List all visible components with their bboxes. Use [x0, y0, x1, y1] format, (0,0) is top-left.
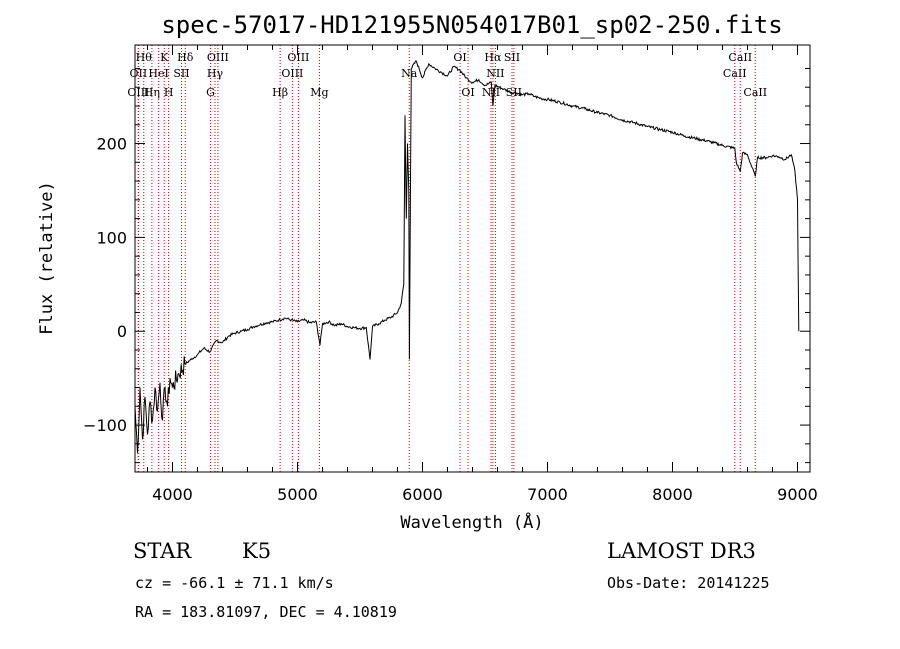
line-marker-label: Hθ: [136, 51, 153, 64]
line-marker-label: NII: [486, 67, 504, 80]
line-marker-label: OIII: [207, 51, 229, 64]
line-marker-label: Hη: [144, 86, 160, 99]
line-marker-label: OIII: [127, 86, 149, 99]
line-marker-label: Mg: [310, 86, 328, 99]
plot-frame: [134, 44, 811, 473]
line-marker-label: H: [164, 86, 174, 99]
line-marker-label: OI: [453, 51, 466, 64]
x-tick-label: 4000: [152, 485, 193, 504]
line-marker-label: Na: [401, 67, 418, 80]
x-tick-label: 6000: [402, 485, 443, 504]
object-subclass: K5: [242, 539, 272, 563]
y-tick-label: 200: [96, 135, 127, 154]
line-marker-labels: HθOIIOIIIHηHeIKHSIIHδGHγOIIIHβOIIIOIIIMg…: [127, 51, 767, 99]
line-marker-label: OII: [130, 67, 148, 80]
y-axis-ticks: −100 0 100 200: [83, 67, 810, 464]
line-marker-label: OI: [461, 86, 474, 99]
line-marker-label: CaII: [743, 86, 767, 99]
line-marker-label: Hβ: [272, 86, 288, 99]
line-marker-label: G: [206, 86, 215, 99]
y-tick-label: 0: [117, 322, 127, 341]
x-tick-label: 8000: [652, 485, 693, 504]
line-marker-label: NII: [482, 86, 500, 99]
line-marker-label: Hδ: [177, 51, 194, 64]
chart-title: spec-57017-HD121955N054017B01_sp02-250.f…: [161, 11, 782, 39]
x-tick-label: 7000: [527, 485, 568, 504]
line-markers: [137, 45, 756, 472]
object-class: STAR: [133, 539, 192, 563]
obs-date: Obs-Date: 20141225: [607, 574, 770, 592]
spectrum-line: [134, 60, 800, 454]
x-tick-label: 9000: [777, 485, 818, 504]
x-axis-label: Wavelength (Å): [400, 511, 543, 533]
coordinates: RA = 183.81097, DEC = 4.10819: [135, 603, 397, 621]
line-marker-label: Hα: [484, 51, 502, 64]
line-marker-label: K: [160, 51, 169, 64]
line-marker-label: CaII: [728, 51, 752, 64]
y-tick-label: 100: [96, 228, 127, 247]
line-marker-label: CaII: [723, 67, 747, 80]
line-marker-label: OIII: [287, 51, 309, 64]
line-marker-label: OIII: [281, 67, 303, 80]
redshift-info: cz = -66.1 ± 71.1 km/s: [135, 574, 334, 592]
survey-name: LAMOST DR3: [607, 539, 756, 563]
line-marker-label: HeI: [148, 67, 168, 80]
line-marker-label: SII: [504, 51, 520, 64]
y-axis-label: Flux (relative): [37, 181, 57, 335]
x-tick-label: 5000: [277, 485, 318, 504]
line-marker-label: Hγ: [207, 67, 224, 80]
x-axis-ticks: 4000 5000 6000 7000 8000 9000: [147, 45, 818, 504]
line-marker-label: SII: [173, 67, 189, 80]
y-tick-label: −100: [83, 416, 127, 435]
